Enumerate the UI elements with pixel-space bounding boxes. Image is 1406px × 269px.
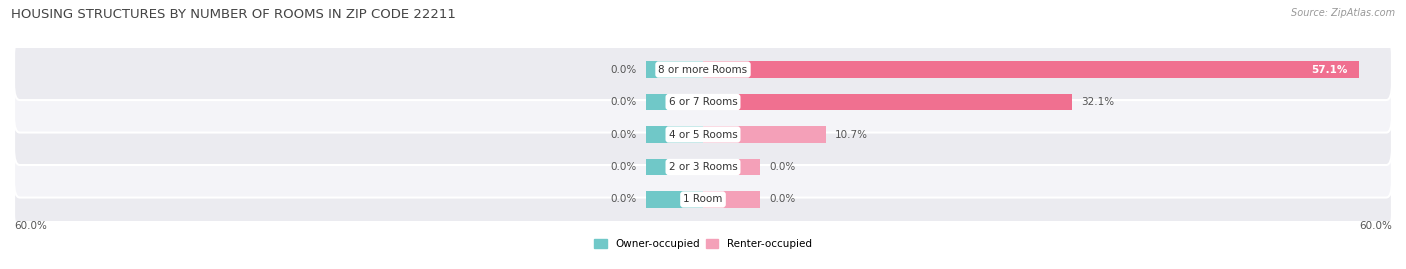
FancyBboxPatch shape [14, 169, 1392, 230]
Bar [703, 191, 761, 208]
Bar [703, 158, 761, 175]
Text: 0.0%: 0.0% [610, 194, 637, 204]
FancyBboxPatch shape [14, 136, 1392, 197]
Text: 0.0%: 0.0% [610, 97, 637, 107]
Bar [645, 126, 703, 143]
Text: 4 or 5 Rooms: 4 or 5 Rooms [669, 129, 737, 140]
Text: 0.0%: 0.0% [610, 129, 637, 140]
Text: HOUSING STRUCTURES BY NUMBER OF ROOMS IN ZIP CODE 22211: HOUSING STRUCTURES BY NUMBER OF ROOMS IN… [11, 8, 456, 21]
Text: 0.0%: 0.0% [769, 194, 796, 204]
Text: 60.0%: 60.0% [1360, 221, 1392, 231]
Text: Source: ZipAtlas.com: Source: ZipAtlas.com [1291, 8, 1395, 18]
FancyBboxPatch shape [14, 39, 1392, 100]
Text: 2 or 3 Rooms: 2 or 3 Rooms [669, 162, 737, 172]
Text: 57.1%: 57.1% [1310, 65, 1347, 75]
Bar [645, 191, 703, 208]
Text: 10.7%: 10.7% [835, 129, 868, 140]
FancyBboxPatch shape [14, 104, 1392, 165]
Bar [645, 158, 703, 175]
Legend: Owner-occupied, Renter-occupied: Owner-occupied, Renter-occupied [591, 235, 815, 253]
Text: 1 Room: 1 Room [683, 194, 723, 204]
Bar [703, 61, 1358, 78]
Text: 6 or 7 Rooms: 6 or 7 Rooms [669, 97, 737, 107]
Bar [645, 94, 703, 111]
FancyBboxPatch shape [14, 72, 1392, 133]
Bar [703, 126, 825, 143]
Text: 0.0%: 0.0% [769, 162, 796, 172]
Text: 0.0%: 0.0% [610, 162, 637, 172]
Bar [645, 61, 703, 78]
Text: 60.0%: 60.0% [14, 221, 46, 231]
Text: 32.1%: 32.1% [1081, 97, 1114, 107]
Text: 8 or more Rooms: 8 or more Rooms [658, 65, 748, 75]
Bar [703, 94, 1071, 111]
Text: 0.0%: 0.0% [610, 65, 637, 75]
